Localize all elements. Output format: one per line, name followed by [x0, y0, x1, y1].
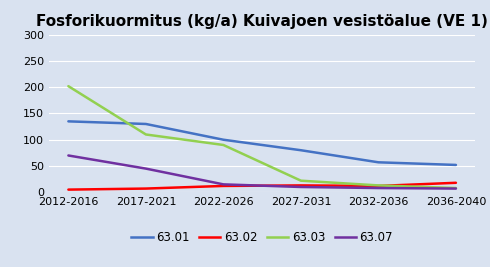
- 63.01: [453, 163, 459, 167]
- 63.07: [143, 167, 149, 170]
- Line: 63.01: 63.01: [69, 121, 456, 165]
- 63.01: [143, 122, 149, 125]
- 63.07: [298, 185, 304, 189]
- 63.01: [66, 120, 72, 123]
- Title: Fosforikuormitus (kg/a) Kuivajoen vesistöalue (VE 1): Fosforikuormitus (kg/a) Kuivajoen vesist…: [36, 14, 488, 29]
- 63.02: [453, 181, 459, 184]
- 63.03: [298, 179, 304, 182]
- Line: 63.03: 63.03: [69, 86, 456, 188]
- 63.03: [143, 133, 149, 136]
- 63.02: [66, 188, 72, 191]
- 63.07: [453, 187, 459, 190]
- Line: 63.07: 63.07: [69, 155, 456, 189]
- 63.01: [375, 161, 381, 164]
- 63.03: [66, 85, 72, 88]
- 63.02: [375, 184, 381, 187]
- 63.07: [220, 183, 226, 186]
- 63.01: [220, 138, 226, 141]
- 63.07: [375, 186, 381, 190]
- 63.02: [298, 184, 304, 187]
- 63.02: [143, 187, 149, 190]
- 63.01: [298, 149, 304, 152]
- 63.02: [220, 184, 226, 187]
- Line: 63.02: 63.02: [69, 183, 456, 190]
- 63.03: [375, 184, 381, 187]
- 63.07: [66, 154, 72, 157]
- 63.03: [220, 143, 226, 147]
- 63.03: [453, 186, 459, 190]
- Legend: 63.01, 63.02, 63.03, 63.07: 63.01, 63.02, 63.03, 63.07: [127, 226, 397, 249]
